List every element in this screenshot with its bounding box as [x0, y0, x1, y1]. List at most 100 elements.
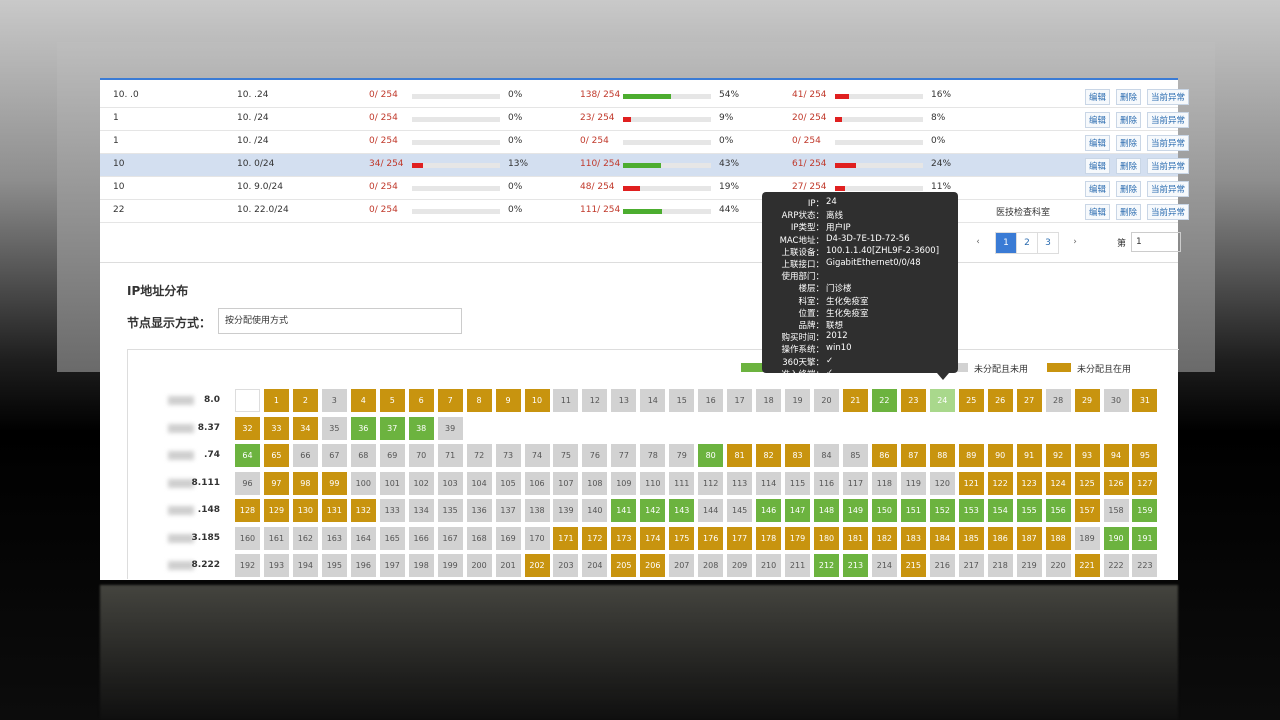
ip-cell[interactable]: 98 — [292, 471, 318, 495]
ip-cell[interactable]: 18 — [756, 389, 782, 412]
ip-cell[interactable]: 12 — [582, 389, 608, 412]
ip-cell[interactable]: 139 — [553, 499, 579, 522]
ip-cell[interactable]: 87 — [900, 444, 926, 467]
ip-cell[interactable]: 136 — [466, 499, 492, 522]
ip-cell[interactable]: 92 — [1045, 444, 1071, 467]
ip-cell[interactable]: 99 — [321, 471, 347, 495]
page-prev[interactable]: ‹ — [976, 237, 980, 247]
ip-cell[interactable]: 95 — [1132, 444, 1158, 467]
ip-cell[interactable]: 200 — [466, 554, 492, 577]
ip-cell[interactable]: 43 — [560, 423, 572, 433]
ip-cell[interactable]: 198 — [408, 554, 434, 577]
ip-cell[interactable]: 219 — [1016, 554, 1042, 577]
ip-cell[interactable]: 184 — [929, 526, 955, 550]
ip-cell[interactable]: 56 — [937, 423, 948, 433]
ip-cell[interactable]: 121 — [958, 471, 984, 495]
ip-cell[interactable]: 16 — [698, 389, 724, 412]
ip-cell[interactable]: 94 — [1103, 444, 1129, 467]
ip-cell[interactable]: 59 — [1024, 423, 1035, 433]
ip-cell[interactable]: 172 — [582, 526, 608, 550]
ip-cell[interactable]: 210 — [756, 554, 782, 577]
ip-cell[interactable]: 191 — [1132, 526, 1158, 550]
ip-cell[interactable]: 176 — [698, 526, 724, 550]
ip-cell[interactable]: 148 — [814, 499, 839, 522]
page-button[interactable]: 3 — [1037, 232, 1059, 254]
ip-cell[interactable]: 31 — [1132, 389, 1158, 412]
ip-cell[interactable]: 132 — [350, 499, 376, 522]
ip-cell[interactable]: 13 — [611, 389, 637, 412]
button[interactable]: 当前异常 — [1147, 135, 1190, 151]
ip-cell[interactable]: 220 — [1045, 554, 1071, 577]
ip-cell[interactable]: 21 — [842, 389, 868, 412]
ip-cell[interactable]: 157 — [1074, 499, 1100, 522]
ip-cell[interactable]: 181 — [842, 526, 868, 550]
ip-cell[interactable]: 82 — [756, 444, 782, 467]
ip-cell[interactable]: 131 — [321, 499, 347, 522]
ip-cell[interactable]: 46 — [647, 423, 658, 433]
ip-cell[interactable]: 162 — [292, 526, 318, 550]
ip-cell[interactable]: 67 — [321, 444, 347, 467]
ip-cell[interactable]: 190 — [1103, 526, 1129, 550]
ip-cell[interactable]: 164 — [350, 526, 376, 550]
ip-cell[interactable]: 80 — [698, 444, 724, 467]
ip-cell[interactable]: 62 — [1110, 423, 1122, 433]
ip-cell[interactable]: 41 — [502, 423, 514, 433]
ip-cell[interactable]: 2 — [292, 389, 318, 412]
ip-cell[interactable]: 207 — [669, 554, 695, 577]
ip-cell[interactable]: 25 — [958, 389, 984, 412]
ip-cell[interactable]: 96 — [235, 471, 260, 495]
button[interactable]: 编辑 — [1085, 112, 1111, 128]
ip-cell[interactable]: 145 — [727, 499, 753, 522]
ip-cell[interactable]: 123 — [1016, 471, 1042, 495]
ip-cell[interactable]: 150 — [871, 499, 897, 522]
ip-cell[interactable]: 93 — [1074, 444, 1100, 467]
ip-cell[interactable]: 201 — [495, 554, 521, 577]
ip-cell[interactable]: 53 — [850, 423, 861, 433]
ip-cell[interactable]: 113 — [727, 471, 753, 495]
ip-cell[interactable]: 52 — [821, 423, 832, 433]
ip-cell[interactable]: 133 — [379, 499, 405, 522]
ip-cell[interactable]: 163 — [321, 526, 347, 550]
button[interactable]: 当前异常 — [1147, 89, 1190, 105]
ip-cell[interactable]: 47 — [676, 423, 687, 433]
ip-cell[interactable]: 64 — [235, 444, 260, 467]
ip-cell[interactable]: 71 — [437, 444, 463, 467]
ip-cell[interactable]: 76 — [582, 444, 608, 467]
ip-cell[interactable]: 30 — [1103, 389, 1129, 412]
ip-cell[interactable]: 149 — [842, 499, 868, 522]
ip-cell[interactable]: 155 — [1016, 499, 1042, 522]
ip-cell[interactable]: 91 — [1016, 444, 1042, 467]
ip-cell[interactable]: 183 — [900, 526, 926, 550]
ip-cell[interactable]: 1 — [263, 389, 289, 412]
ip-cell[interactable]: 126 — [1103, 471, 1129, 495]
button[interactable]: 编辑 — [1085, 204, 1111, 220]
ip-cell[interactable]: 45 — [618, 423, 629, 433]
ip-cell[interactable]: 189 — [1074, 526, 1100, 550]
ip-cell[interactable]: 85 — [842, 444, 868, 467]
ip-cell[interactable]: 23 — [900, 389, 926, 412]
ip-cell[interactable]: 182 — [871, 526, 897, 550]
jump-select[interactable]: 1 — [1131, 232, 1181, 252]
button[interactable]: 删除 — [1116, 135, 1142, 151]
ip-cell[interactable]: 135 — [437, 499, 463, 522]
ip-cell[interactable]: 57 — [966, 423, 977, 433]
ip-cell[interactable]: 205 — [611, 554, 637, 577]
ip-cell[interactable]: 140 — [582, 499, 608, 522]
button[interactable]: 当前异常 — [1147, 181, 1190, 197]
ip-cell[interactable]: 161 — [263, 526, 289, 550]
ip-cell[interactable]: 108 — [582, 471, 608, 495]
button[interactable]: 删除 — [1116, 158, 1142, 174]
ip-cell[interactable]: 212 — [814, 554, 839, 577]
ip-cell[interactable]: 186 — [987, 526, 1013, 550]
ip-cell[interactable]: 110 — [640, 471, 666, 495]
button[interactable]: 当前异常 — [1147, 112, 1190, 128]
ip-cell[interactable]: 20 — [814, 389, 839, 412]
ip-cell[interactable]: 37 — [379, 416, 405, 440]
ip-cell[interactable]: 34 — [292, 416, 318, 440]
ip-cell[interactable]: 49 — [734, 423, 745, 433]
ip-cell[interactable]: 65 — [263, 444, 289, 467]
ip-cell[interactable]: 105 — [495, 471, 521, 495]
ip-cell[interactable]: 221 — [1074, 554, 1100, 577]
ip-cell[interactable]: 89 — [958, 444, 984, 467]
ip-cell[interactable]: 211 — [785, 554, 811, 577]
